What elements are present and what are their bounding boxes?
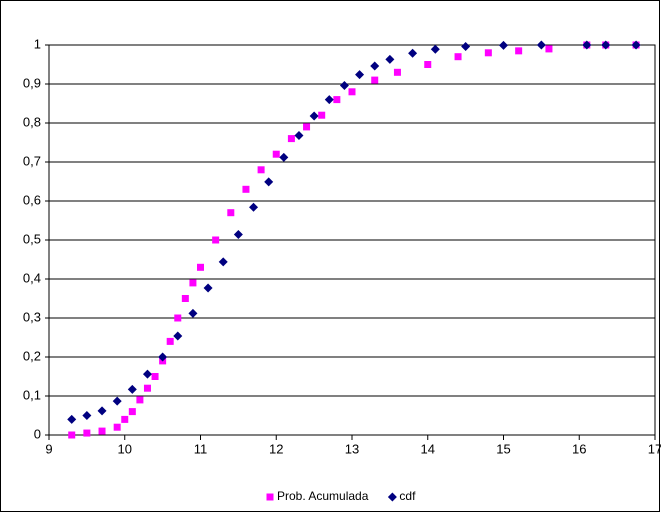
x-tick-label: 17 [648,441,661,456]
point [173,331,183,341]
y-tick-label: 0,7 [23,153,41,168]
y-tick-label: 0,6 [23,192,41,207]
point [287,135,295,143]
point [242,185,250,193]
y-tick-label: 0,1 [23,387,41,402]
point [333,96,341,104]
point [339,81,349,91]
y-tick-label: 0,9 [23,75,41,90]
point [189,279,197,287]
point [303,123,311,131]
x-tick-label: 14 [421,441,435,456]
point [371,76,379,84]
y-tick-label: 0,5 [23,231,41,246]
point [181,295,189,302]
x-tick-label: 12 [269,441,283,456]
point [370,61,380,71]
point [279,152,289,162]
y-tick-label: 1 [34,36,41,51]
point [264,177,274,187]
point [249,202,259,212]
point [309,111,319,121]
point [355,70,365,80]
point [484,49,492,57]
legend-symbol [266,493,274,501]
point [393,68,401,76]
x-tick-label: 11 [194,441,208,456]
y-tick-label: 0,8 [23,114,41,129]
x-tick-label: 13 [345,441,359,456]
point [197,263,204,271]
legend: Prob. Acumulada cdf [266,489,416,503]
x-tick-label: 10 [118,441,132,456]
x-tick-label: 15 [496,441,510,456]
point [257,166,265,174]
point [218,257,228,267]
point [318,111,326,119]
point [82,411,92,420]
point [68,431,76,439]
y-tick-label: 0,4 [23,270,41,285]
point [83,429,91,437]
point [67,414,77,424]
point [294,130,304,140]
point [454,53,462,61]
point [461,42,471,52]
point [128,408,136,416]
point [499,40,508,50]
point [515,47,523,55]
point [272,150,280,158]
point [348,88,356,96]
legend-symbol [387,492,397,502]
point [136,396,144,404]
point [385,54,395,64]
y-tick-label: 0,2 [23,348,41,363]
point [233,230,243,240]
point [166,337,174,345]
point [151,373,159,380]
point [430,44,440,54]
point [127,384,137,394]
point [324,95,334,105]
point [174,314,182,322]
plot-border [48,44,656,436]
point [158,352,168,362]
point [631,40,641,50]
y-tick-label: 0,3 [23,309,41,324]
point [188,308,198,318]
point [142,369,152,379]
x-tick-label: 16 [572,441,586,456]
point [601,40,611,50]
point [545,45,553,53]
point [98,427,106,435]
point [582,40,592,50]
point [143,384,151,392]
legend-label: Prob. Acumulada [277,489,369,503]
point [203,283,213,293]
point [536,40,546,50]
point [113,423,121,431]
point [112,396,122,406]
point [212,236,220,244]
legend-label: cdf [399,489,416,503]
point [408,48,418,58]
point [424,61,432,68]
point [121,415,129,423]
y-tick-label: 0 [34,426,41,441]
point [97,406,107,416]
marks [67,40,641,439]
x-tick-label: 9 [45,441,52,456]
point [227,209,235,217]
